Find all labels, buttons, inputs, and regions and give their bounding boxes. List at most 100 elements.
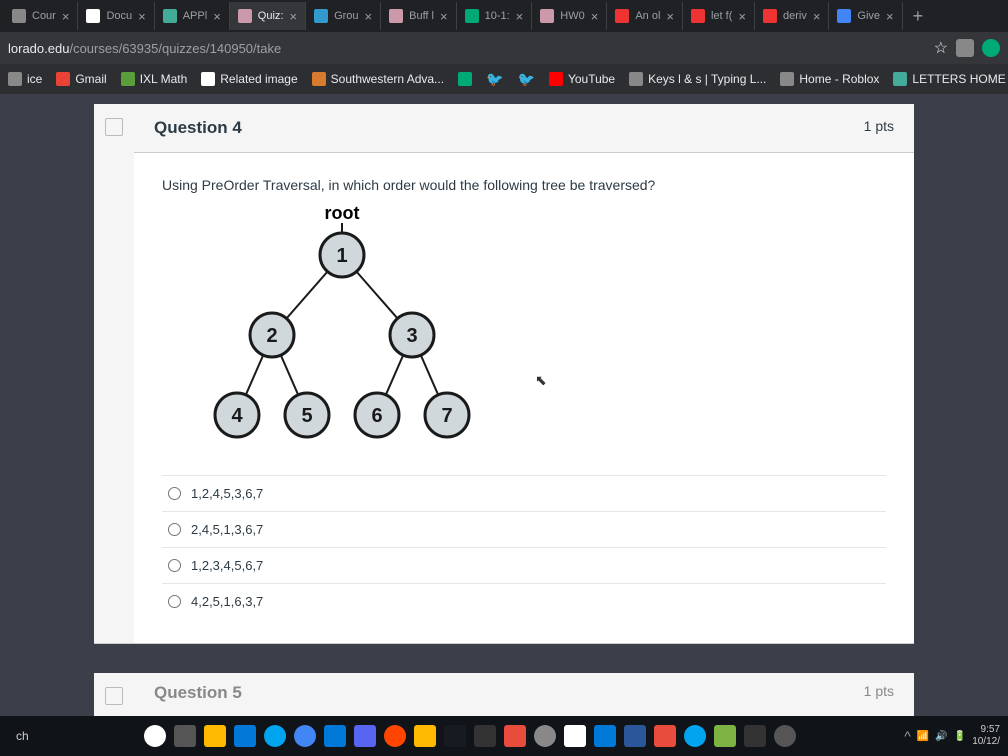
taskbar-app-icon[interactable] (561, 722, 589, 750)
bookmark-item[interactable]: Gmail (56, 72, 106, 86)
answer-option[interactable]: 2,4,5,1,3,6,7 (162, 511, 886, 547)
volume-icon[interactable]: 🔊 (935, 731, 947, 742)
bookmark-item[interactable]: IXL Math (121, 72, 188, 86)
tab-close-icon[interactable]: × (138, 9, 146, 24)
taskbar-app-icon[interactable] (291, 722, 319, 750)
answer-option[interactable]: 1,2,4,5,3,6,7 (162, 475, 886, 511)
browser-tab[interactable]: Cour× (4, 2, 78, 30)
taskbar-app-icon[interactable] (171, 722, 199, 750)
new-tab-button[interactable]: + (903, 6, 934, 27)
extension-icon[interactable] (956, 39, 974, 57)
extension-icon-2[interactable] (982, 39, 1000, 57)
tab-close-icon[interactable]: × (213, 9, 221, 24)
bookmark-favicon-icon (8, 72, 22, 86)
wifi-icon[interactable]: 📶 (917, 731, 929, 742)
tree-node-label: 7 (441, 405, 452, 427)
clock[interactable]: 9:57 10/12/ (972, 724, 1000, 748)
taskbar-app-icon[interactable] (531, 722, 559, 750)
question-prompt: Using PreOrder Traversal, in which order… (162, 177, 886, 193)
taskbar-app-icon[interactable] (351, 722, 379, 750)
browser-tab[interactable]: 10-1:× (457, 2, 533, 30)
address-bar: lorado.edu/courses/63935/quizzes/140950/… (0, 32, 1008, 64)
bookmark-star-icon[interactable]: ☆ (934, 38, 948, 58)
browser-tab[interactable]: Grou × (306, 2, 381, 30)
browser-tab[interactable]: HW0 × (532, 2, 607, 30)
question5-number: Question 5 (154, 683, 242, 703)
option-radio[interactable] (168, 559, 181, 572)
taskbar-app-icon[interactable] (711, 722, 739, 750)
tab-close-icon[interactable]: × (813, 9, 821, 24)
tab-close-icon[interactable]: × (365, 9, 373, 24)
tab-close-icon[interactable]: × (289, 9, 297, 24)
tab-label: HW0 (560, 10, 584, 22)
tab-close-icon[interactable]: × (516, 9, 524, 24)
tab-label: Quiz: (258, 10, 284, 22)
bookmark-item[interactable] (458, 72, 472, 86)
bookmark-label: LETTERS HOME FR... (912, 72, 1008, 86)
page-content: Question 4 1 pts Using PreOrder Traversa… (0, 94, 1008, 716)
option-text: 4,2,5,1,6,3,7 (191, 594, 263, 609)
bookmark-favicon-icon (893, 72, 907, 86)
taskbar-app-icon[interactable] (411, 722, 439, 750)
bookmark-item[interactable]: 🐦 (486, 71, 503, 88)
bookmark-item[interactable]: Home - Roblox (780, 72, 879, 86)
taskbar-app-icon[interactable] (501, 722, 529, 750)
browser-tab[interactable]: deriv× (755, 2, 829, 30)
taskbar-app-icon[interactable] (441, 722, 469, 750)
bookmark-item[interactable]: YouTube (549, 72, 615, 86)
tab-close-icon[interactable]: × (440, 9, 448, 24)
browser-tab[interactable]: let f(× (683, 2, 755, 30)
taskbar-app-icon[interactable] (471, 722, 499, 750)
taskbar-app-icon[interactable] (771, 722, 799, 750)
bookmark-item[interactable]: Southwestern Adva... (312, 72, 444, 86)
battery-icon[interactable]: 🔋 (954, 731, 966, 742)
tab-label: Buff l (409, 10, 434, 22)
option-radio[interactable] (168, 595, 181, 608)
url-domain: lorado.edu (8, 41, 69, 56)
answer-option[interactable]: 1,2,3,4,5,6,7 (162, 547, 886, 583)
taskbar-app-icon[interactable] (321, 722, 349, 750)
bookmark-item[interactable]: LETTERS HOME FR... (893, 72, 1008, 86)
answer-option[interactable]: 4,2,5,1,6,3,7 (162, 583, 886, 619)
bookmark-label: YouTube (568, 72, 615, 86)
tray-expand-icon[interactable]: ^ (904, 728, 911, 744)
taskbar-app-icon[interactable] (681, 722, 709, 750)
bookmark-item[interactable]: 🐦 (518, 71, 535, 88)
mouse-cursor-icon: ⬉ (535, 372, 547, 389)
browser-tab[interactable]: Quiz: × (230, 2, 306, 30)
flag-question-icon[interactable] (105, 118, 123, 136)
taskbar-app-icon[interactable] (201, 722, 229, 750)
bookmark-label: ice (27, 72, 42, 86)
option-radio[interactable] (168, 487, 181, 500)
option-radio[interactable] (168, 523, 181, 536)
taskbar-app-icon[interactable] (741, 722, 769, 750)
search-box[interactable]: ch (8, 729, 37, 743)
taskbar-app-icon[interactable] (231, 722, 259, 750)
flag-question-icon-2[interactable] (105, 687, 123, 705)
browser-tab[interactable]: Give× (829, 2, 902, 30)
system-tray: ^ 📶 🔊 🔋 9:57 10/12/ (904, 724, 1000, 748)
browser-tab[interactable]: An ol× (607, 2, 683, 30)
tab-close-icon[interactable]: × (591, 9, 599, 24)
tab-favicon-icon (540, 9, 554, 23)
time-text: 9:57 (972, 724, 1000, 736)
taskbar-app-icon[interactable] (261, 722, 289, 750)
browser-tab[interactable]: Docu× (78, 2, 154, 30)
taskbar-app-icon[interactable] (381, 722, 409, 750)
browser-tab[interactable]: APPl× (155, 2, 230, 30)
taskbar-app-icon[interactable] (651, 722, 679, 750)
browser-tab[interactable]: Buff l × (381, 2, 456, 30)
tab-label: Grou (334, 10, 358, 22)
bookmark-favicon-icon (201, 72, 215, 86)
taskbar-app-icon[interactable] (141, 722, 169, 750)
taskbar-app-icon[interactable] (621, 722, 649, 750)
bookmark-item[interactable]: ice (8, 72, 42, 86)
tab-close-icon[interactable]: × (886, 9, 894, 24)
bookmark-item[interactable]: Related image (201, 72, 297, 86)
url-display[interactable]: lorado.edu/courses/63935/quizzes/140950/… (8, 41, 926, 56)
tab-close-icon[interactable]: × (62, 9, 70, 24)
tab-close-icon[interactable]: × (666, 9, 674, 24)
bookmark-item[interactable]: Keys l & s | Typing L... (629, 72, 766, 86)
tab-close-icon[interactable]: × (738, 9, 746, 24)
taskbar-app-icon[interactable] (591, 722, 619, 750)
